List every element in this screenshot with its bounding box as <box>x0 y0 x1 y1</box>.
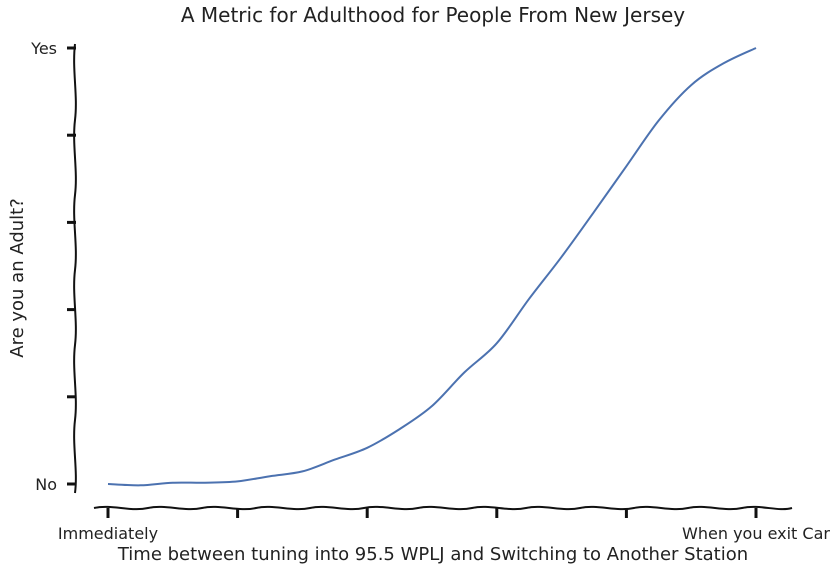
y-ticks: No Yes <box>30 39 76 494</box>
x-ticks: Immediately When you exit Car <box>58 508 830 543</box>
y-axis-label: Are you an Adult? <box>7 198 28 358</box>
chart-title: A Metric for Adulthood for People From N… <box>181 3 685 27</box>
y-axis-spine <box>73 43 77 494</box>
x-tick-label: Immediately <box>58 524 158 543</box>
x-tick-label: When you exit Car <box>682 524 830 543</box>
x-axis-spine <box>93 505 793 511</box>
x-axis-label: Time between tuning into 95.5 WPLJ and S… <box>117 544 748 565</box>
y-tick-label: No <box>35 475 57 494</box>
y-tick-label: Yes <box>30 39 57 58</box>
series-line <box>107 47 757 487</box>
